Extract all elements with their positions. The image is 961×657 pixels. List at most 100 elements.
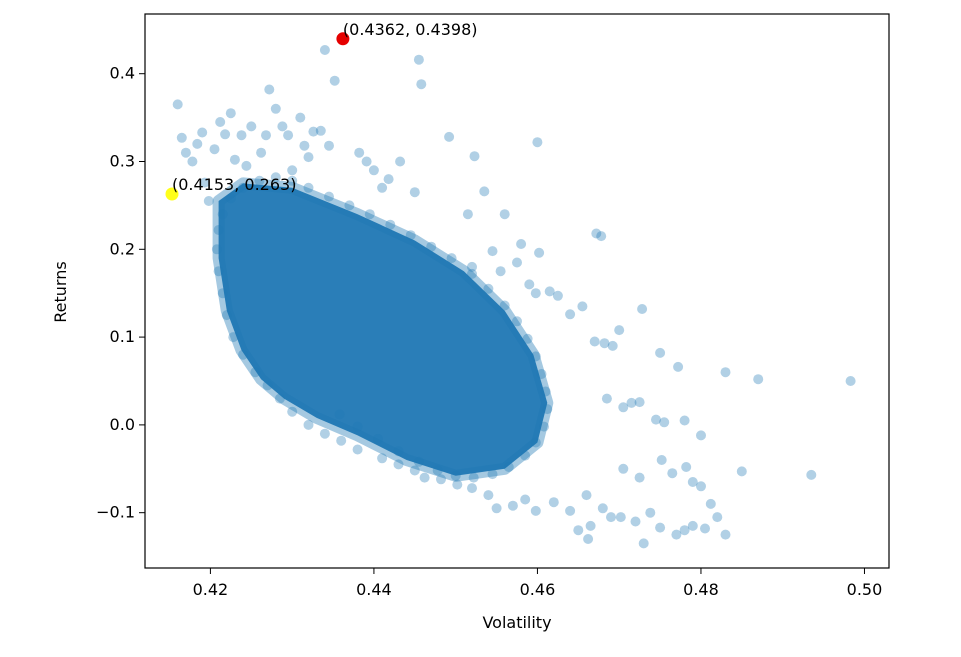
scatter-point bbox=[246, 121, 257, 132]
scatter-point bbox=[446, 253, 457, 264]
scatter-point bbox=[277, 121, 288, 132]
x-tick-label: 0.42 bbox=[193, 580, 229, 599]
scatter-point bbox=[354, 147, 365, 158]
scatter-point bbox=[213, 266, 224, 277]
scatter-point bbox=[241, 160, 252, 171]
scatter-point bbox=[416, 79, 427, 90]
scatter-point bbox=[217, 288, 228, 299]
scatter-point bbox=[845, 376, 856, 386]
scatter-point bbox=[295, 112, 306, 123]
scatter-point bbox=[385, 219, 396, 230]
scatter-point bbox=[364, 209, 375, 220]
scatter-point bbox=[577, 301, 588, 312]
scatter-point bbox=[287, 406, 298, 417]
scatter-point bbox=[544, 286, 555, 297]
scatter-point bbox=[467, 483, 477, 494]
scatter-point bbox=[618, 402, 629, 413]
scatter-point bbox=[197, 127, 208, 138]
scatter-point bbox=[700, 523, 710, 534]
scatter-point bbox=[720, 529, 731, 540]
highlight-point bbox=[336, 32, 350, 46]
scatter-point bbox=[187, 156, 198, 167]
scatter-point bbox=[274, 393, 285, 404]
scatter-point bbox=[591, 228, 602, 239]
scatter-point bbox=[552, 290, 563, 301]
scatter-point bbox=[436, 474, 446, 485]
scatter-point bbox=[395, 156, 406, 167]
scatter-point bbox=[606, 512, 616, 523]
scatter-point bbox=[409, 187, 420, 198]
scatter-point bbox=[444, 131, 455, 142]
scatter-point bbox=[634, 472, 645, 483]
scatter-point bbox=[753, 374, 764, 385]
scatter-point bbox=[573, 525, 584, 536]
scatter-point bbox=[225, 108, 236, 119]
scatter-point bbox=[495, 266, 506, 277]
y-tick-label: 0.0 bbox=[110, 415, 135, 434]
scatter-point bbox=[630, 516, 641, 527]
scatter-point bbox=[615, 512, 626, 523]
scatter-point bbox=[469, 151, 480, 162]
scatter-point bbox=[199, 177, 210, 188]
scatter-point bbox=[618, 463, 629, 474]
scatter-point bbox=[467, 268, 477, 279]
scatter-point bbox=[229, 154, 240, 165]
scatter-point bbox=[806, 469, 817, 480]
scatter-point bbox=[352, 444, 363, 455]
scatter-point bbox=[659, 417, 670, 428]
scatter-point bbox=[656, 455, 667, 465]
scatter-point bbox=[261, 130, 271, 141]
scatter-point bbox=[221, 310, 232, 321]
scatter-point bbox=[491, 503, 502, 514]
scatter-point bbox=[462, 209, 473, 220]
scatter-point bbox=[565, 505, 576, 516]
scatter-point bbox=[413, 456, 424, 467]
scatter-point bbox=[645, 507, 656, 518]
scatter-point bbox=[585, 520, 596, 531]
scatter-point bbox=[426, 241, 437, 252]
scatter-point bbox=[483, 283, 494, 294]
highlight-annotation: (0.4362, 0.4398) bbox=[343, 20, 478, 39]
scatter-point bbox=[308, 126, 319, 137]
scatter-point bbox=[532, 137, 543, 148]
scatter-point bbox=[597, 503, 608, 514]
scatter-point bbox=[516, 239, 527, 249]
scatter-point bbox=[589, 336, 600, 347]
axes-frame bbox=[144, 13, 890, 569]
scatter-point bbox=[238, 182, 249, 193]
scatter-point bbox=[705, 498, 716, 509]
scatter-point bbox=[211, 244, 222, 255]
scatter-point bbox=[368, 165, 379, 176]
scatter-point bbox=[736, 466, 747, 477]
scatter-point bbox=[499, 209, 510, 220]
scatter-point bbox=[681, 462, 692, 472]
scatter-point bbox=[507, 500, 518, 511]
scatter-point bbox=[499, 300, 510, 311]
scatter-point bbox=[671, 529, 682, 540]
scatter-point bbox=[673, 361, 684, 372]
scatter-point bbox=[487, 246, 498, 257]
scatter-point bbox=[220, 129, 231, 140]
highlight-point bbox=[165, 187, 179, 201]
scatter-point bbox=[256, 147, 267, 158]
scatter-point bbox=[180, 147, 191, 158]
scatter-point bbox=[299, 140, 310, 151]
scatter-points bbox=[172, 45, 856, 549]
scatter-point bbox=[530, 351, 541, 362]
scatter-point bbox=[262, 380, 273, 391]
scatter-point bbox=[696, 430, 706, 441]
scatter-point bbox=[236, 130, 247, 141]
scatter-point bbox=[483, 490, 494, 501]
scatter-point bbox=[361, 156, 372, 167]
scatter-point bbox=[215, 117, 226, 127]
scatter-point bbox=[614, 325, 625, 336]
scatter-point bbox=[655, 522, 666, 533]
scatter-point bbox=[373, 433, 383, 444]
scatter-point bbox=[217, 209, 228, 220]
scatter-point bbox=[319, 428, 330, 439]
scatter-point bbox=[637, 304, 648, 314]
scatter-point bbox=[393, 446, 404, 457]
y-tick-label: 0.1 bbox=[110, 327, 135, 346]
scatter-point bbox=[503, 462, 514, 472]
